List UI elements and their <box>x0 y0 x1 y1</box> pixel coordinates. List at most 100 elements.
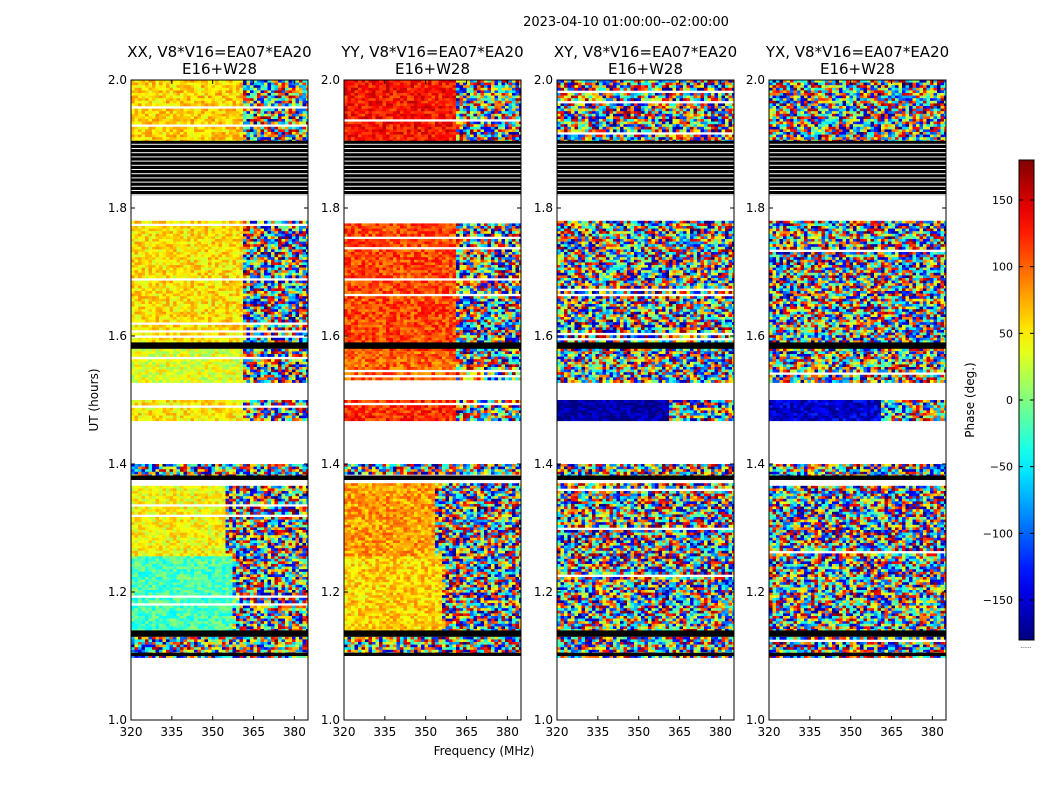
heatmap-cell <box>222 590 226 593</box>
heatmap-cell <box>148 418 153 422</box>
heatmap-cell <box>288 226 293 229</box>
heatmap-cell <box>208 655 212 658</box>
heatmap-cell <box>222 493 226 497</box>
heatmap-cell <box>253 351 258 355</box>
heatmap-cell <box>229 532 233 536</box>
heatmap-cell <box>208 246 212 250</box>
heatmap-cell <box>211 623 216 627</box>
heatmap-cell <box>239 561 244 565</box>
heatmap-cell <box>306 361 308 365</box>
heatmap-cell <box>180 564 184 567</box>
heatmap-cell <box>194 561 198 565</box>
heatmap-cell <box>208 610 212 614</box>
heatmap-cell <box>190 550 195 554</box>
heatmap-cell <box>180 410 184 414</box>
heatmap-cell <box>232 639 237 643</box>
heatmap-cell <box>271 608 275 612</box>
heatmap-cell <box>236 553 240 557</box>
heatmap-cell <box>236 252 240 255</box>
heatmap-cell <box>274 543 279 546</box>
heatmap-cell <box>225 348 230 352</box>
heatmap-cell <box>201 561 205 565</box>
heatmap-cell <box>138 532 142 536</box>
heatmap-cell <box>218 636 223 640</box>
heatmap-cell <box>302 351 307 355</box>
heatmap-cell <box>243 642 247 645</box>
heatmap-cell <box>292 530 296 533</box>
heatmap-cell <box>295 410 300 414</box>
heatmap-cell <box>278 496 282 500</box>
heatmap-cell <box>183 524 188 528</box>
heatmap-cell <box>131 511 135 515</box>
heatmap-cell <box>162 380 167 383</box>
heatmap-cell <box>267 469 272 473</box>
heatmap-cell <box>204 558 209 562</box>
heatmap-cell <box>236 400 240 403</box>
heatmap-cell <box>288 236 293 240</box>
heatmap-cell <box>204 354 209 357</box>
heatmap-cell <box>306 584 308 588</box>
heatmap-cell <box>260 361 265 365</box>
heatmap-cell <box>131 348 135 352</box>
heatmap-cell <box>183 613 188 617</box>
heatmap-cell <box>159 410 163 414</box>
heatmap-cell <box>180 636 184 640</box>
heatmap-cell <box>246 524 251 528</box>
heatmap-cell <box>278 524 282 528</box>
heatmap-cell <box>250 597 254 601</box>
heatmap-cell <box>306 348 308 352</box>
heatmap-cell <box>162 558 167 562</box>
heatmap-cell <box>285 574 289 578</box>
heatmap-cell <box>176 540 181 544</box>
heatmap-cell <box>239 574 244 578</box>
heatmap-cell <box>176 592 181 596</box>
heatmap-cell <box>162 556 167 560</box>
heatmap-cell <box>218 485 223 489</box>
heatmap-cell <box>148 569 153 573</box>
heatmap-cell <box>152 374 156 378</box>
heatmap-cell <box>243 469 247 473</box>
heatmap-cell <box>274 590 279 593</box>
heatmap-cell <box>208 592 212 596</box>
heatmap-cell <box>302 561 307 565</box>
heatmap-cell <box>225 220 230 224</box>
heatmap-cell <box>201 548 205 552</box>
heatmap-cell <box>232 400 237 403</box>
heatmap-cell <box>141 610 146 614</box>
heatmap-cell <box>278 564 282 567</box>
heatmap-cell <box>197 558 202 562</box>
heatmap-cell <box>299 228 303 232</box>
heatmap-cell <box>134 517 139 520</box>
heatmap-cell <box>183 517 188 520</box>
heatmap-cell <box>141 550 146 554</box>
heatmap-cell <box>243 582 247 586</box>
heatmap-cell <box>232 252 237 255</box>
heatmap-cell <box>292 418 296 422</box>
heatmap-cell <box>204 561 209 565</box>
heatmap-cell <box>131 540 135 544</box>
heatmap-cell <box>232 553 237 557</box>
heatmap-cell <box>176 610 181 614</box>
heatmap-cell <box>194 469 198 473</box>
heatmap-cell <box>166 590 170 593</box>
heatmap-cell <box>201 621 205 625</box>
heatmap-cell <box>215 517 219 520</box>
heatmap-cell <box>197 545 202 549</box>
heatmap-cell <box>271 369 275 373</box>
heatmap-cell <box>138 354 142 357</box>
heatmap-cell <box>159 558 163 562</box>
heatmap-cell <box>155 498 160 502</box>
heatmap-cell <box>288 348 293 352</box>
heatmap-cell <box>152 236 156 240</box>
heatmap-cell <box>246 613 251 617</box>
heatmap-cell <box>162 469 167 473</box>
heatmap-cell <box>232 600 237 604</box>
heatmap-cell <box>260 556 265 560</box>
heatmap-cell <box>215 380 219 383</box>
heatmap-cell <box>285 254 289 258</box>
heatmap-cell <box>145 249 149 253</box>
heatmap-cell <box>278 577 282 580</box>
heatmap-cell <box>222 244 226 248</box>
heatmap-cell <box>281 639 286 643</box>
heatmap-cell <box>288 649 293 653</box>
